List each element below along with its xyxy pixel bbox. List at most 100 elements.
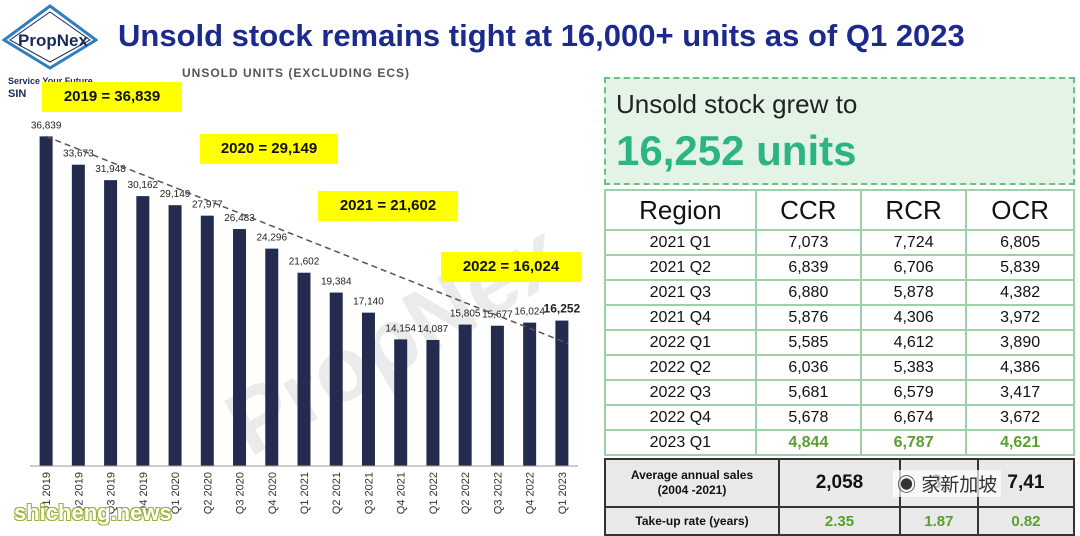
data-label: 14,154 [385, 323, 416, 334]
data-label: 33,673 [63, 149, 94, 160]
region-table-row: 2023 Q1 4,844 6,787 4,621 [604, 429, 1075, 456]
x-tick-label: Q2 2022 [460, 472, 472, 514]
x-tick-label: Q3 2021 [363, 472, 375, 514]
row-value: 6,706 [859, 254, 968, 281]
page-title: Unsold stock remains tight at 16,000+ un… [118, 18, 965, 53]
bar [104, 180, 118, 466]
row-value: 6,805 [965, 229, 1075, 256]
x-tick-label: Q2 2021 [331, 472, 343, 514]
wechat-icon: ◉ [897, 475, 917, 496]
row-value: 7,073 [754, 229, 862, 256]
row-value: 4,844 [754, 429, 862, 456]
row-value: 4,621 [965, 429, 1075, 456]
bar [361, 312, 375, 466]
propnex-logo: PropNex [2, 4, 98, 70]
data-label: 14,087 [418, 324, 449, 335]
row-period: 2021 Q1 [604, 229, 757, 256]
x-tick-label: Q3 2022 [492, 472, 504, 514]
data-label: 21,602 [289, 257, 320, 268]
avg-sales-label: Average annual sales (2004 -2021) [604, 458, 780, 508]
x-tick-label: Q4 2019 [138, 472, 150, 514]
takeup-rcr: 1.87 [898, 506, 979, 536]
data-label: 17,140 [353, 297, 384, 308]
row-value: 5,839 [965, 254, 1075, 281]
bar [265, 248, 279, 466]
row-value: 4,612 [859, 329, 968, 356]
x-tick-label: Q1 2019 [41, 472, 53, 514]
summary-panel: Unsold stock grew to 16,252 units [604, 77, 1075, 185]
takeup-label: Take-up rate (years) [604, 506, 780, 536]
row-period: 2021 Q2 [604, 254, 757, 281]
row-value: 6,839 [754, 254, 862, 281]
bar [394, 339, 408, 466]
chart-subtitle: UNSOLD UNITS (EXCLUDING ECS) [182, 66, 411, 80]
x-tick-label: Q2 2020 [202, 472, 214, 514]
avg-sales-ccr: 2,058 [778, 458, 901, 508]
data-label: 30,162 [128, 180, 159, 191]
data-label: 24,296 [256, 233, 287, 244]
row-value: 4,306 [859, 304, 968, 331]
row-period: 2022 Q3 [604, 379, 757, 406]
region-table-row: 2022 Q3 5,681 6,579 3,417 [604, 379, 1075, 406]
region-table-row: 2022 Q2 6,036 5,383 4,386 [604, 354, 1075, 381]
x-tick-label: Q1 2020 [170, 472, 182, 514]
header-ccr: CCR [754, 189, 862, 231]
x-tick-label: Q1 2023 [557, 472, 569, 514]
row-value: 5,878 [859, 279, 968, 306]
x-tick-label: Q4 2020 [267, 472, 279, 514]
row-value: 6,880 [754, 279, 862, 306]
region-table-row: 2022 Q4 5,678 6,674 3,672 [604, 404, 1075, 431]
row-value: 5,681 [754, 379, 862, 406]
bar [71, 164, 85, 466]
data-label: 36,839 [31, 120, 62, 131]
logo-text: PropNex [18, 31, 88, 50]
row-value: 7,724 [859, 229, 968, 256]
wechat-text: 家新加坡 [921, 475, 998, 496]
row-period: 2022 Q2 [604, 354, 757, 381]
header-ocr: OCR [965, 189, 1075, 231]
row-value: 6,579 [859, 379, 968, 406]
summary-line-2: 16,252 units [616, 127, 857, 174]
row-value: 6,787 [859, 429, 968, 456]
row-value: 5,383 [859, 354, 968, 381]
x-tick-label: Q3 2020 [235, 472, 247, 514]
data-label: 15,805 [450, 309, 481, 320]
bar [555, 320, 569, 466]
row-value: 5,876 [754, 304, 862, 331]
takeup-ocr: 0.82 [976, 506, 1076, 536]
row-period: 2021 Q4 [604, 304, 757, 331]
bar [233, 229, 247, 466]
bar [136, 196, 150, 467]
bar [39, 136, 53, 467]
row-value: 5,678 [754, 404, 862, 431]
row-value: 4,386 [965, 354, 1075, 381]
data-label: 16,252 [544, 302, 581, 316]
x-tick-label: Q3 2019 [106, 472, 118, 514]
callout-2019: 2019 = 36,839 [42, 82, 182, 112]
row-value: 3,417 [965, 379, 1075, 406]
data-label: 27,977 [192, 200, 223, 211]
logo-tagline: Service Your Future [8, 76, 93, 86]
row-value: 3,972 [965, 304, 1075, 331]
row-period: 2023 Q1 [604, 429, 757, 456]
row-value: 6,674 [859, 404, 968, 431]
data-label: 16,024 [514, 307, 545, 318]
region-table: Region CCR RCR OCR 2021 Q1 7,073 7,724 6,80… [604, 189, 1075, 456]
callout-2020: 2020 = 29,149 [200, 134, 338, 164]
bar [200, 215, 214, 466]
callout-2021: 2021 = 21,602 [318, 191, 458, 221]
row-period: 2022 Q1 [604, 329, 757, 356]
x-tick-label: Q4 2022 [525, 472, 537, 514]
bar [458, 324, 472, 466]
takeup-row: Take-up rate (years) 2.35 1.87 0.82 [604, 506, 1076, 536]
region-table-row: 2021 Q3 6,880 5,878 4,382 [604, 279, 1075, 306]
takeup-ccr: 2.35 [778, 506, 901, 536]
header-region: Region [604, 189, 757, 231]
summary-table: Average annual sales (2004 -2021) 2,058 … [604, 458, 1076, 536]
logo-diamond-icon [2, 4, 98, 70]
x-tick-label: Q4 2021 [396, 472, 408, 514]
region-table-row: 2021 Q1 7,073 7,724 6,805 [604, 229, 1075, 256]
bar [297, 272, 311, 466]
header-rcr: RCR [859, 189, 968, 231]
summary-line-1: Unsold stock grew to [616, 89, 858, 119]
